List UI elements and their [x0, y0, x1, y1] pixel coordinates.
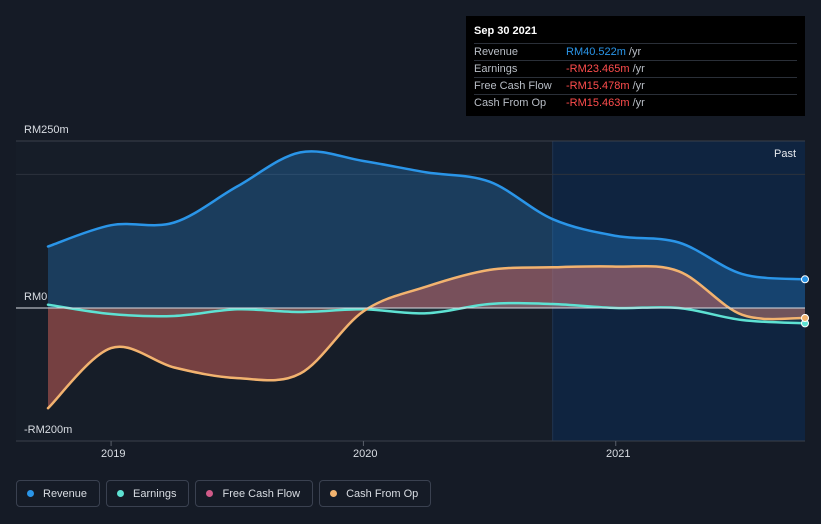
tooltip-row-free-cash-flow: Free Cash Flow -RM15.478m /yr: [474, 77, 797, 94]
x-tick-label-2020: 2020: [353, 448, 378, 460]
legend-label: Earnings: [133, 487, 177, 500]
legend-label: Cash From Op: [346, 487, 419, 500]
chart-legend: Revenue Earnings Free Cash Flow Cash Fro…: [16, 480, 432, 507]
legend-dot-icon: [206, 490, 214, 497]
tooltip-label: Free Cash Flow: [474, 80, 552, 92]
tooltip-row-earnings: Earnings -RM23.465m /yr: [474, 60, 797, 77]
legend-item-free-cash-flow[interactable]: Free Cash Flow: [195, 480, 314, 507]
tooltip-date: Sep 30 2021: [474, 25, 537, 37]
past-region-label: Past: [774, 148, 797, 160]
tooltip-unit: /yr: [632, 97, 645, 109]
legend-item-cash-from-op[interactable]: Cash From Op: [319, 480, 432, 507]
tooltip-row-revenue: Revenue RM40.522m /yr: [474, 43, 797, 60]
past-region: [552, 141, 805, 441]
tooltip-unit: /yr: [628, 46, 642, 58]
end-point-cash-from-op: [801, 314, 809, 323]
data-tooltip: Sep 30 2021 Revenue RM40.522m /yr Earnin…: [466, 16, 805, 116]
tooltip-value: -RM15.463m: [566, 97, 630, 109]
tooltip-unit: /yr: [632, 80, 645, 92]
x-tick-label-2019: 2019: [101, 448, 126, 460]
legend-item-earnings[interactable]: Earnings: [106, 480, 190, 507]
y-tick-label-zero: RM0: [24, 291, 48, 303]
legend-item-revenue[interactable]: Revenue: [16, 480, 101, 507]
tooltip-row-cash-from-op: Cash From Op -RM15.463m /yr: [474, 94, 797, 111]
area-cash-from-op: [48, 266, 805, 409]
tooltip-value: -RM15.478m: [566, 80, 630, 92]
y-tick-label-bottom: -RM200m: [24, 424, 73, 436]
area-revenue: [48, 151, 805, 308]
end-point-revenue: [801, 275, 809, 284]
legend-dot-icon: [117, 490, 125, 497]
tooltip-label: Revenue: [474, 46, 519, 58]
line-cash-from-op: [46, 264, 807, 410]
legend-dot-icon: [330, 490, 338, 497]
tooltip-label: Earnings: [474, 63, 518, 75]
tooltip-value: -RM23.465m: [566, 63, 630, 75]
x-tick-label-2021: 2021: [606, 448, 631, 460]
line-revenue: [46, 150, 807, 281]
legend-label: Free Cash Flow: [222, 487, 301, 500]
tooltip-label: Cash From Op: [474, 97, 547, 109]
tooltip-value: RM40.522m: [566, 46, 626, 58]
area-free-cash-flow: [48, 266, 805, 409]
legend-label: Revenue: [43, 487, 88, 500]
legend-dot-icon: [27, 490, 34, 497]
tooltip-unit: /yr: [632, 63, 645, 75]
y-tick-label-top: RM250m: [24, 124, 69, 136]
